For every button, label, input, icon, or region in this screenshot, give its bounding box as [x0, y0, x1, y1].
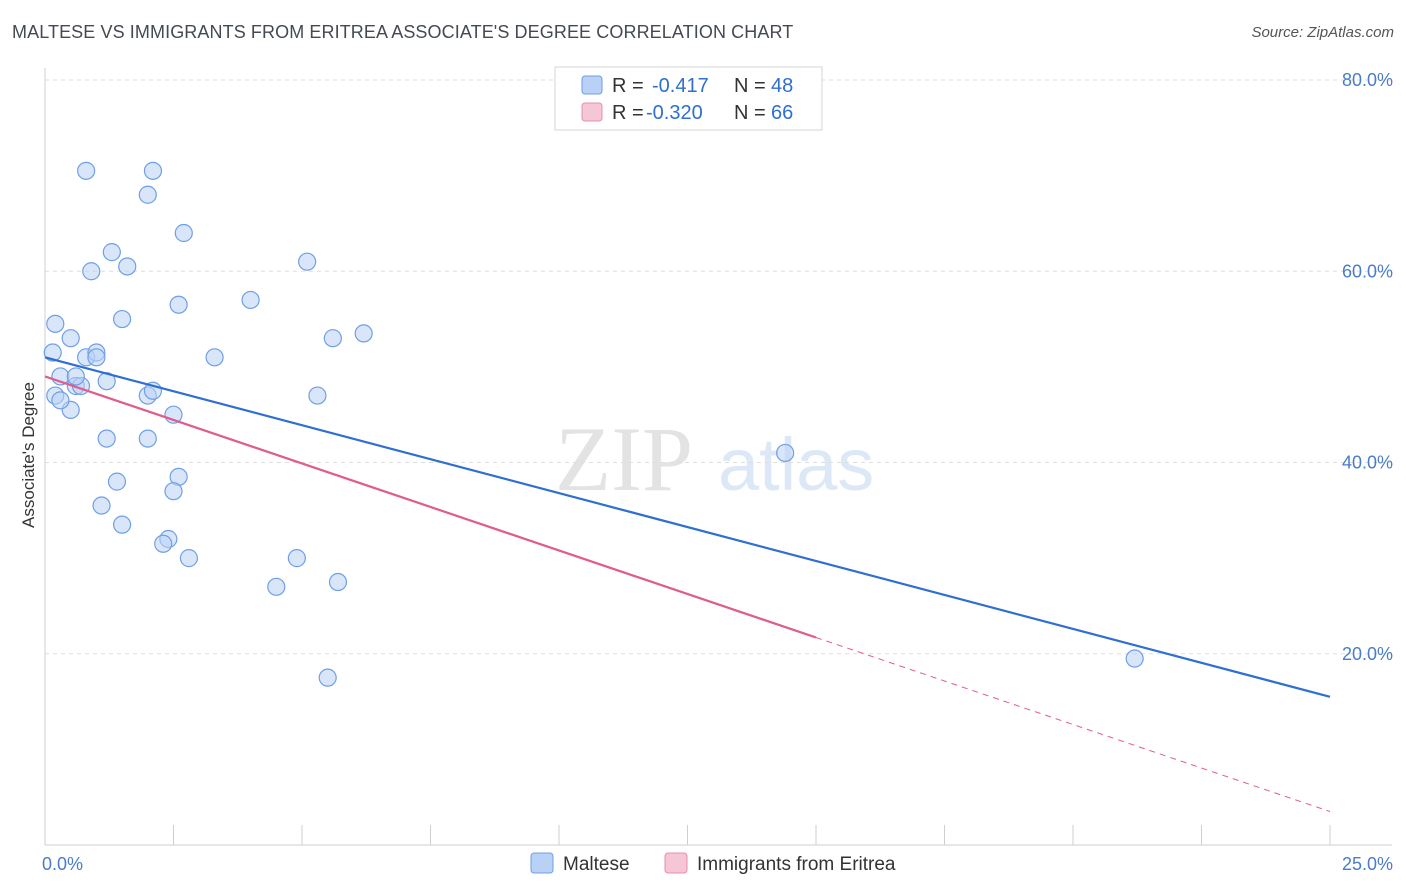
point-0-28: [138, 429, 157, 448]
y-axis-title: Associate's Degree: [19, 382, 38, 528]
point-0-25: [323, 329, 342, 348]
point-0-24: [298, 252, 317, 271]
y-tick-label-1: 40.0%: [1342, 453, 1393, 473]
point-0-37: [179, 549, 199, 568]
point-0-23: [77, 161, 96, 180]
point-0-41: [318, 668, 337, 687]
bottom-legend-swatch-maltese: [530, 852, 554, 874]
point-0-22: [143, 161, 163, 180]
point-0-29: [97, 429, 116, 448]
point-0-40: [328, 572, 348, 592]
trend-line-1: [44, 375, 817, 639]
data-points: [43, 161, 1144, 687]
point-0-14: [169, 295, 188, 314]
point-0-11: [112, 309, 132, 329]
bottom-legend-label-eritrea: Immigrants from Eritrea: [697, 854, 896, 875]
point-0-45: [66, 367, 85, 386]
watermark-atlas: atlas: [718, 423, 874, 506]
point-0-16: [241, 290, 260, 310]
legend-swatch-maltese: [581, 75, 603, 95]
point-0-43: [1125, 649, 1144, 668]
legend-r-value-1: -0.417: [652, 75, 709, 97]
axes: [44, 68, 1392, 846]
point-0-15: [205, 348, 224, 367]
grid-lines: [45, 79, 1392, 655]
x-tick-label-0: 0.0%: [42, 854, 83, 874]
point-0-34: [112, 515, 132, 534]
tick-labels: 20.0% 40.0% 60.0% 80.0% 0.0% 25.0%: [42, 70, 1393, 874]
source-label: Source: ZipAtlas.com: [1251, 24, 1394, 41]
trend-line-1-extension: [815, 637, 1331, 813]
point-0-19: [82, 262, 101, 281]
y-tick-label-2: 60.0%: [1342, 261, 1393, 281]
legend-swatch-eritrea: [581, 102, 603, 122]
point-0-30: [107, 472, 127, 491]
point-0-32: [164, 482, 183, 501]
legend-r-label-2: R =: [612, 102, 644, 124]
point-0-21: [138, 185, 157, 204]
point-0-39: [267, 577, 286, 596]
point-0-1: [43, 343, 62, 362]
point-0-46: [87, 348, 106, 367]
point-0-2: [61, 329, 80, 348]
point-0-33: [92, 496, 111, 515]
watermark-zip: ZIP: [555, 408, 693, 510]
legend-r-label-1: R =: [612, 75, 644, 97]
point-0-18: [102, 243, 121, 262]
point-0-44: [51, 391, 70, 410]
legend-n-label-1: N =: [734, 75, 766, 97]
point-0-36: [154, 534, 173, 553]
point-0-17: [118, 257, 137, 276]
legend-n-label-2: N =: [734, 102, 766, 124]
chart-title: MALTESE VS IMMIGRANTS FROM ERITREA ASSOC…: [12, 22, 794, 42]
point-0-20: [174, 223, 193, 243]
bottom-legend-label-maltese: Maltese: [563, 854, 630, 875]
bottom-legend-swatch-eritrea: [664, 852, 688, 874]
point-0-26: [354, 324, 373, 343]
point-0-42: [776, 443, 795, 463]
series-legend: Maltese Immigrants from Eritrea: [530, 852, 896, 875]
point-0-0: [46, 314, 65, 333]
y-tick-label-0: 20.0%: [1342, 644, 1393, 664]
trend-line-0: [44, 356, 1331, 698]
stats-legend: R = -0.417 N = 48 R = -0.320 N = 66: [554, 66, 823, 131]
x-tick-label-1: 25.0%: [1342, 854, 1393, 874]
legend-n-value-2: 66: [771, 102, 793, 124]
legend-r-value-2: -0.320: [646, 102, 703, 124]
legend-n-value-1: 48: [771, 75, 793, 97]
trend-lines: [44, 356, 1331, 813]
point-0-38: [287, 549, 306, 568]
point-0-27: [308, 386, 327, 405]
y-tick-label-3: 80.0%: [1342, 70, 1393, 90]
